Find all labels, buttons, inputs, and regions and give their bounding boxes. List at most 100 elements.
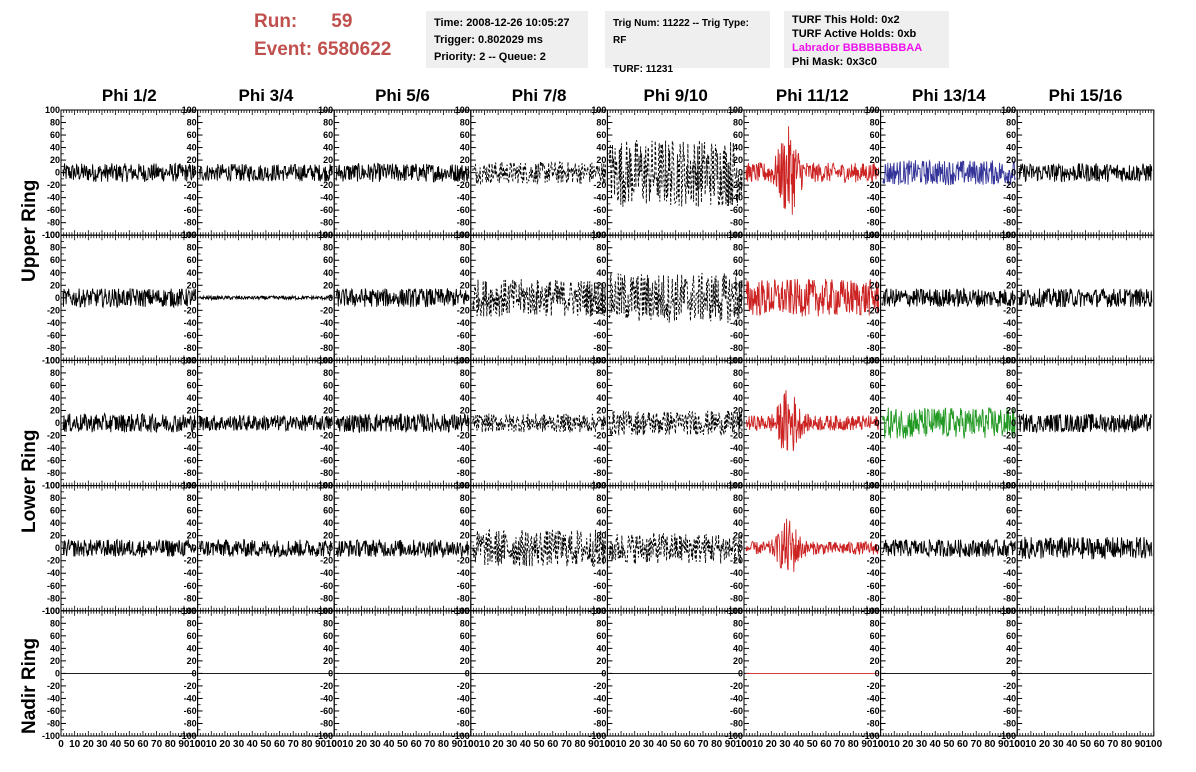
y-tick-label: 60 xyxy=(50,506,60,516)
y-tick-label: 60 xyxy=(1006,130,1016,140)
y-tick-label: 40 xyxy=(870,143,880,153)
y-tick-label: 0 xyxy=(875,543,880,553)
y-tick-label: 20 xyxy=(1006,531,1016,541)
y-tick-label: 100 xyxy=(455,606,470,616)
y-tick-label: -100 xyxy=(42,606,60,616)
y-tick-label: -100 xyxy=(42,230,60,240)
y-tick-label: -40 xyxy=(184,443,197,453)
y-tick-label: -60 xyxy=(730,581,743,591)
y-tick-label: 20 xyxy=(50,405,60,415)
y-tick-label: 100 xyxy=(182,606,197,616)
plot-cell-r4-c1: -100 -80 -60 -40 -20 0 20 40 60 80 100 xyxy=(42,481,199,616)
y-tick-label: -40 xyxy=(730,568,743,578)
y-tick-label: 100 xyxy=(728,105,743,115)
y-tick-label: 80 xyxy=(50,493,60,503)
y-tick-label: 20 xyxy=(596,405,606,415)
waveform-trace xyxy=(199,539,333,559)
y-tick-label: -40 xyxy=(730,443,743,453)
y-tick-label: -20 xyxy=(47,556,60,566)
y-tick-label: 100 xyxy=(318,481,333,491)
y-tick-label: -20 xyxy=(593,305,606,315)
trigger-text: Trigger: 0.802029 ms xyxy=(434,34,543,46)
y-tick-label: 100 xyxy=(318,355,333,365)
y-tick-label: -40 xyxy=(184,193,197,203)
waveform-trace xyxy=(62,162,197,182)
plot-cell-r5-c1: -100 -80 -60 -40 -20 0 20 40 60 80 100 xyxy=(42,606,199,741)
y-tick-label: 60 xyxy=(1006,255,1016,265)
y-tick-label: -40 xyxy=(867,193,880,203)
y-tick-label: 60 xyxy=(187,255,197,265)
y-tick-label: 0 xyxy=(328,668,333,678)
y-tick-label: 20 xyxy=(460,531,470,541)
y-tick-label: 0 xyxy=(55,668,60,678)
y-tick-label: 100 xyxy=(728,481,743,491)
y-tick-label: 40 xyxy=(733,393,743,403)
y-tick-label: 60 xyxy=(460,380,470,390)
y-tick-label: 60 xyxy=(323,380,333,390)
y-tick-label: 80 xyxy=(50,618,60,628)
y-tick-label: 60 xyxy=(1006,380,1016,390)
turf-this-hold: TURF This Hold: 0x2 xyxy=(792,14,900,26)
y-tick-label: -20 xyxy=(457,180,470,190)
y-tick-label: 20 xyxy=(187,280,197,290)
y-tick-label: 80 xyxy=(50,368,60,378)
y-tick-label: 60 xyxy=(50,380,60,390)
y-tick-label: 0 xyxy=(55,418,60,428)
y-tick-label: 100 xyxy=(45,105,60,115)
y-tick-label: 100 xyxy=(455,355,470,365)
y-tick-label: -60 xyxy=(593,456,606,466)
y-tick-label: -80 xyxy=(184,468,197,478)
y-tick-label: 100 xyxy=(865,230,880,240)
y-tick-label: -60 xyxy=(47,205,60,215)
y-tick-label: 0 xyxy=(465,543,470,553)
y-tick-label: 60 xyxy=(50,631,60,641)
y-tick-label: 60 xyxy=(870,130,880,140)
y-tick-label: -20 xyxy=(320,431,333,441)
y-tick-label: -40 xyxy=(47,693,60,703)
waveform-trace xyxy=(335,287,470,308)
y-tick-label: -60 xyxy=(593,706,606,716)
y-tick-label: -20 xyxy=(1003,431,1016,441)
y-tick-label: -80 xyxy=(184,218,197,228)
y-tick-label: 40 xyxy=(187,518,197,528)
y-tick-label: 60 xyxy=(733,255,743,265)
y-tick-label: -40 xyxy=(47,568,60,578)
y-tick-label: -20 xyxy=(457,556,470,566)
y-tick-label: 60 xyxy=(870,380,880,390)
y-tick-label: 0 xyxy=(738,543,743,553)
y-tick-label: 20 xyxy=(187,155,197,165)
turf-active-holds: TURF Active Holds: 0xb xyxy=(792,28,917,40)
waveform-trace xyxy=(1018,536,1153,560)
y-tick-label: 0 xyxy=(601,668,606,678)
y-tick-label: 60 xyxy=(50,130,60,140)
y-tick-label: 20 xyxy=(870,405,880,415)
y-tick-label: -40 xyxy=(320,568,333,578)
turf-text: TURF: 11231 xyxy=(613,64,674,75)
y-tick-label: 20 xyxy=(323,405,333,415)
waveform-trace xyxy=(62,287,197,309)
y-tick-label: 60 xyxy=(733,130,743,140)
waveform-trace xyxy=(472,161,606,186)
y-tick-label: 100 xyxy=(455,230,470,240)
y-tick-label: 40 xyxy=(1006,393,1016,403)
y-tick-label: -60 xyxy=(184,706,197,716)
y-tick-label: 80 xyxy=(596,493,606,503)
y-tick-label: -80 xyxy=(730,343,743,353)
waveform-trace xyxy=(62,538,197,558)
waveform-trace xyxy=(335,162,470,183)
y-tick-label: -60 xyxy=(47,581,60,591)
y-tick-label: 80 xyxy=(323,243,333,253)
y-tick-label: -40 xyxy=(320,193,333,203)
y-tick-label: 80 xyxy=(323,493,333,503)
y-tick-label: 60 xyxy=(187,506,197,516)
y-tick-label: 100 xyxy=(591,355,606,365)
y-tick-label: 60 xyxy=(187,130,197,140)
y-tick-label: -40 xyxy=(1003,318,1016,328)
y-tick-label: 60 xyxy=(187,380,197,390)
